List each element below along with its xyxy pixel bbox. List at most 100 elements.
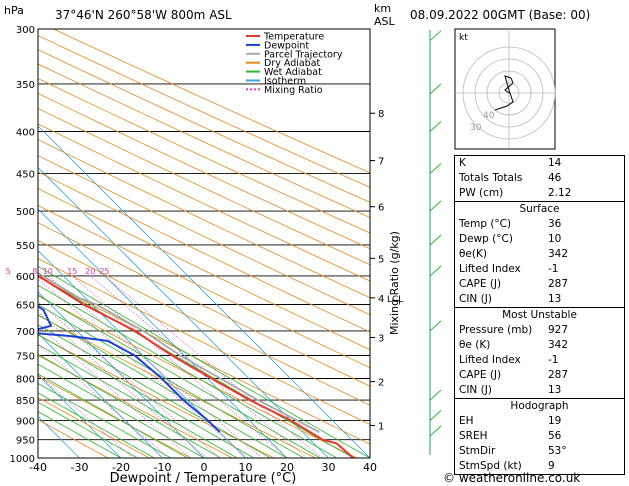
pressure-tick-label: 850 <box>16 396 35 407</box>
most-unstable-title: Most Unstable <box>502 309 577 321</box>
asl-unit-label: ASL <box>374 15 396 28</box>
mixing-ratio-label: 15 <box>67 267 77 276</box>
hodograph-stats-value: 53° <box>548 445 567 457</box>
pressure-tick-label: 950 <box>16 436 35 447</box>
most-unstable-value: 13 <box>548 384 562 396</box>
hodograph-ring-label-inner: 30 <box>470 123 482 133</box>
surface-box: Surface Temp (°C) 36 Dewp (°C) 10 θe(K) 342… <box>454 201 625 308</box>
legend-label: Parcel Trajectory <box>264 49 343 60</box>
dry-adiabat-line <box>38 78 370 234</box>
km-tick-label: 6 <box>378 203 384 214</box>
dry-adiabat-line <box>38 139 370 299</box>
pressure-tick-label: 500 <box>16 207 35 218</box>
pressure-tick-label: 600 <box>16 272 35 283</box>
dry-adiabat-line <box>38 171 370 333</box>
index-value: 2.12 <box>548 187 572 199</box>
hodograph-stats-title: Hodograph <box>510 400 569 412</box>
most-unstable-row: CAPE (J) 287 <box>455 368 624 383</box>
legend-label: Dry Adiabat <box>264 58 321 69</box>
dry-adiabat-line <box>38 375 192 458</box>
surface-label: CAPE (J) <box>459 278 502 290</box>
datetime-title: 08.09.2022 00GMT (Base: 00) <box>410 8 590 22</box>
wind-barb <box>429 234 442 246</box>
hodograph-stats-value: 56 <box>548 430 562 442</box>
surface-value: 10 <box>548 233 562 245</box>
index-label: Totals Totals <box>459 172 523 184</box>
dry-adiabat-line <box>38 276 370 445</box>
wet-adiabat-line <box>38 284 338 458</box>
dry-adiabat-line <box>38 35 370 188</box>
dry-adiabat-line <box>38 188 370 351</box>
wind-barb <box>429 410 442 421</box>
index-label: PW (cm) <box>459 187 504 199</box>
most-unstable-label: CIN (J) <box>459 384 492 396</box>
hodograph-unit-label: kt <box>459 33 468 43</box>
dry-adiabat-line <box>53 29 370 174</box>
pressure-tick-label: 550 <box>16 241 35 252</box>
wet-adiabat-line <box>38 304 304 458</box>
km-tick-label: 8 <box>378 109 384 120</box>
hodograph: kt 40 30 <box>454 28 556 150</box>
wet-adiabat-line <box>38 382 171 458</box>
surface-row: θe(K) 342 <box>455 247 624 262</box>
temperature-tick-label: 20 <box>280 461 294 474</box>
wet-adiabat-line <box>38 324 271 458</box>
surface-label: CIN (J) <box>459 293 492 305</box>
lcl-label: LCL <box>387 295 403 305</box>
pressure-tick-label: 900 <box>16 416 35 427</box>
index-label: K <box>459 157 466 169</box>
wet-adiabat-line <box>38 363 205 458</box>
most-unstable-label: Pressure (mb) <box>459 324 533 336</box>
pressure-tick-label: 800 <box>16 374 35 385</box>
hodograph-stats-value: 19 <box>548 415 562 427</box>
most-unstable-value: -1 <box>548 354 559 366</box>
dry-adiabat-line <box>38 63 370 218</box>
index-value: 14 <box>548 157 562 169</box>
wet-adiabat-line <box>38 344 238 458</box>
most-unstable-label: θe (K) <box>459 339 491 351</box>
most-unstable-box: Most Unstable Pressure (mb) 927 θe (K) 342… <box>454 307 625 399</box>
surface-label: Lifted Index <box>459 263 521 275</box>
surface-row: Dewp (°C) 10 <box>455 232 624 247</box>
temperature-tick-label: 30 <box>322 461 336 474</box>
pressure-tick-label: 350 <box>16 80 35 91</box>
wind-barb <box>429 265 442 277</box>
most-unstable-label: Lifted Index <box>459 354 521 366</box>
wind-barb <box>429 389 442 401</box>
wet-adiabat-line <box>38 294 321 458</box>
isotherm-line <box>38 332 163 458</box>
surface-value: 36 <box>548 218 562 230</box>
mixing-ratio-line <box>38 301 220 458</box>
hodograph-stats-row: StmDir 53° <box>455 444 624 459</box>
dry-adiabat-line <box>38 204 370 369</box>
hodograph-stats-row: SREH 56 <box>455 429 624 444</box>
temperature-series-line <box>38 274 355 458</box>
hodograph-stats-row: StmSpd (kt) 9 <box>455 459 624 474</box>
most-unstable-row: Pressure (mb) 927 <box>455 323 624 338</box>
mixing-ratio-line <box>38 343 169 458</box>
hodograph-stats-label: SREH <box>459 430 488 442</box>
temperature-tick-label: -30 <box>71 461 89 474</box>
dry-adiabat-line <box>38 108 370 266</box>
wet-adiabat-line <box>38 265 370 458</box>
most-unstable-row: CIN (J) 13 <box>455 383 624 398</box>
index-row: Totals Totals 46 <box>455 171 624 186</box>
temperature-tick-label: 40 <box>363 461 377 474</box>
hodograph-stats-row: EH 19 <box>455 414 624 429</box>
km-tick-label: 2 <box>378 378 384 389</box>
index-value: 46 <box>548 172 562 184</box>
dry-adiabat-line <box>38 92 370 250</box>
wet-adiabat-line <box>38 314 288 458</box>
mixing-ratio-label: 20 <box>85 267 95 276</box>
surface-row: Temp (°C) 36 <box>455 217 624 232</box>
dry-adiabat-line <box>38 397 150 458</box>
mixing-ratio-line <box>72 275 288 458</box>
legend-label: Wet Adiabat <box>264 67 322 78</box>
most-unstable-value: 342 <box>548 339 569 351</box>
mixing-ratio-label: 8 <box>32 267 37 276</box>
surface-value: 342 <box>548 248 569 260</box>
pressure-tick-label: 400 <box>16 128 35 139</box>
pressure-tick-label: 750 <box>16 351 35 362</box>
hodograph-stats-box: Hodograph EH 19 SREH 56 StmDir 53° StmSpd (… <box>454 398 625 475</box>
wet-adiabat-line <box>38 353 221 458</box>
